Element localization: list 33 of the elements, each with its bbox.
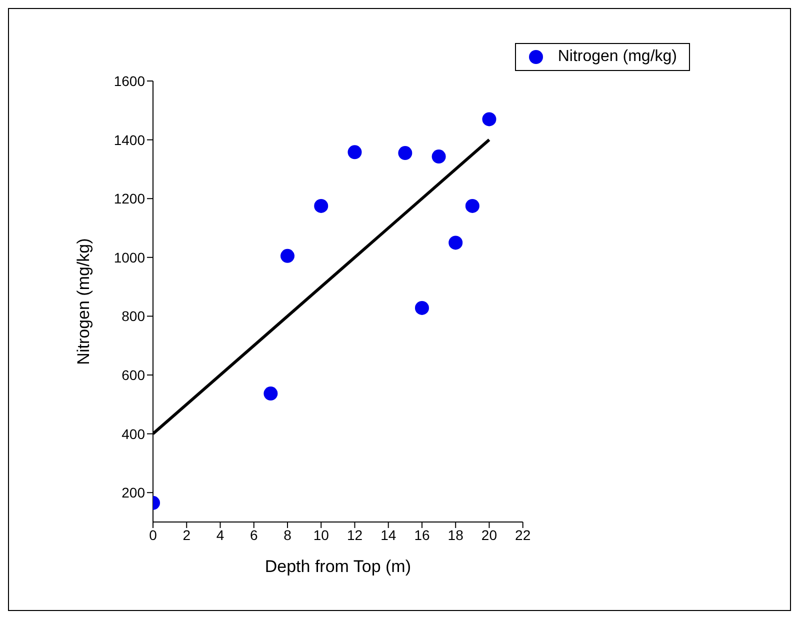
point bbox=[448, 236, 463, 250]
y-tick-label: 1400 bbox=[114, 132, 146, 148]
x-tick-label: 0 bbox=[149, 526, 158, 543]
x-tick-label: 20 bbox=[481, 526, 498, 543]
x-tick-label: 14 bbox=[380, 526, 396, 543]
x-tick-label: 12 bbox=[346, 526, 363, 543]
point bbox=[348, 145, 362, 160]
x-tick-label: 22 bbox=[515, 526, 531, 543]
y-tick-label: 200 bbox=[122, 484, 146, 501]
point bbox=[432, 150, 446, 164]
point bbox=[482, 112, 496, 126]
y-tick-label: 1000 bbox=[114, 249, 146, 266]
legend-label: Nitrogen (mg/kg) bbox=[558, 48, 677, 66]
point bbox=[414, 300, 429, 315]
point bbox=[280, 248, 294, 263]
x-tick-label: 4 bbox=[216, 526, 224, 543]
x-tick-label: 18 bbox=[448, 526, 464, 543]
y-tick-label: 1200 bbox=[114, 190, 146, 207]
x-tick-label: 10 bbox=[313, 526, 330, 543]
point bbox=[398, 146, 412, 160]
y-tick-label: 1600 bbox=[114, 72, 146, 89]
x-axis-title: Depth from Top (m) bbox=[264, 557, 411, 576]
point bbox=[465, 198, 480, 213]
y-tick-label: 800 bbox=[122, 308, 146, 324]
x-tick-label: 2 bbox=[182, 526, 191, 543]
point bbox=[314, 198, 328, 213]
y-axis-title: Nitrogen (mg/kg) bbox=[74, 238, 94, 365]
x-tick-label: 6 bbox=[250, 526, 258, 543]
point bbox=[264, 386, 278, 401]
y-tick-label: 400 bbox=[122, 426, 146, 442]
x-tick-label: 16 bbox=[414, 526, 430, 543]
y-tick-label: 600 bbox=[122, 366, 146, 383]
x-tick-label: 8 bbox=[284, 526, 292, 543]
